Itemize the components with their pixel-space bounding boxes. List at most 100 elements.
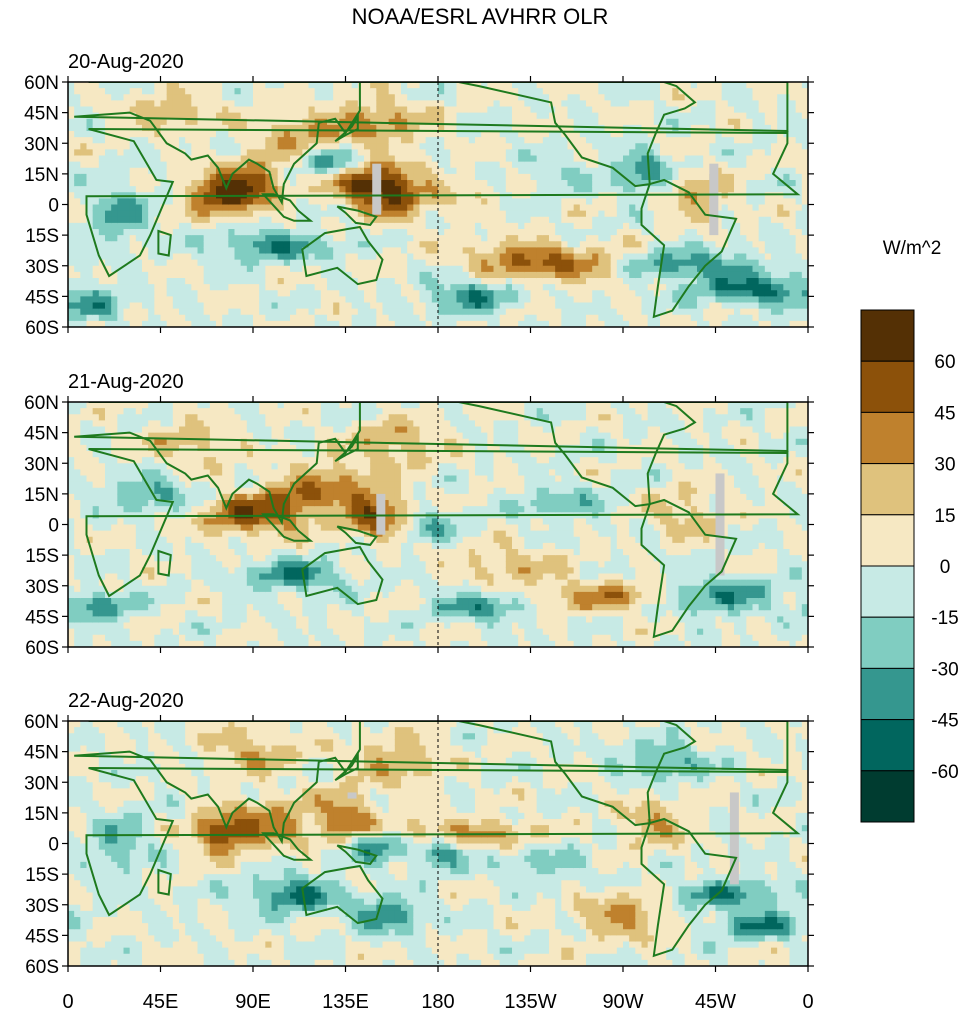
field-cell — [438, 303, 445, 310]
field-cell — [617, 235, 624, 242]
field-cell — [666, 296, 673, 303]
field-cell — [796, 125, 803, 132]
field-cell — [68, 156, 75, 163]
field-cell — [549, 254, 556, 261]
field-cell — [395, 266, 402, 273]
field-cell — [204, 186, 211, 193]
field-cell — [463, 284, 470, 291]
field-cell — [746, 107, 753, 114]
field-cell — [161, 174, 168, 181]
field-cell — [537, 260, 544, 267]
field-cell — [759, 290, 766, 297]
field-cell — [703, 168, 710, 175]
field-cell — [259, 315, 266, 322]
field-cell — [395, 156, 402, 163]
field-cell — [142, 260, 149, 267]
field-cell — [666, 174, 673, 181]
field-cell — [68, 476, 75, 483]
field-cell — [315, 241, 322, 248]
field-cell — [518, 272, 525, 279]
field-cell — [68, 217, 75, 224]
field-cell — [309, 137, 316, 144]
field-cell — [80, 156, 87, 163]
field-cell — [167, 198, 174, 205]
field-cell — [555, 113, 562, 120]
field-cell — [413, 290, 420, 297]
field-cell — [697, 284, 704, 291]
field-cell — [364, 217, 371, 224]
field-cell — [74, 586, 81, 593]
field-cell — [635, 198, 642, 205]
field-cell — [346, 254, 353, 261]
field-cell — [444, 241, 451, 248]
field-cell — [574, 113, 581, 120]
field-cell — [469, 223, 476, 230]
field-cell — [574, 88, 581, 95]
field-cell — [531, 303, 538, 310]
field-cell — [346, 260, 353, 267]
field-cell — [204, 278, 211, 285]
field-cell — [407, 174, 414, 181]
field-cell — [148, 278, 155, 285]
field-cell — [666, 205, 673, 212]
field-cell — [457, 296, 464, 303]
field-cell — [691, 211, 698, 218]
field-cell — [580, 174, 587, 181]
field-cell — [185, 296, 192, 303]
field-cell — [716, 303, 723, 310]
field-cell — [746, 254, 753, 261]
field-cell — [284, 266, 291, 273]
field-cell — [561, 241, 568, 248]
field-cell — [216, 198, 223, 205]
field-cell — [154, 296, 161, 303]
field-cell — [167, 82, 174, 89]
field-cell — [561, 217, 568, 224]
field-cell — [74, 445, 81, 452]
field-cell — [228, 94, 235, 101]
field-cell — [629, 186, 636, 193]
field-cell — [506, 235, 513, 242]
field-cell — [99, 180, 106, 187]
field-cell — [99, 94, 106, 101]
field-cell — [80, 180, 87, 187]
field-cell — [185, 303, 192, 310]
field-cell — [136, 309, 143, 316]
field-cell — [765, 303, 772, 310]
field-cell — [136, 266, 143, 273]
field-cell — [253, 284, 260, 291]
field-cell — [660, 168, 667, 175]
field-cell — [623, 296, 630, 303]
field-cell — [290, 260, 297, 267]
field-cell — [734, 260, 741, 267]
field-cell — [580, 284, 587, 291]
field-cell — [426, 223, 433, 230]
field-cell — [463, 223, 470, 230]
field-cell — [444, 315, 451, 322]
field-cell — [506, 290, 513, 297]
field-cell — [537, 296, 544, 303]
field-cell — [241, 137, 248, 144]
field-cell — [494, 241, 501, 248]
field-cell — [753, 315, 760, 322]
field-cell — [124, 229, 131, 236]
field-cell — [574, 241, 581, 248]
field-cell — [753, 162, 760, 169]
field-cell — [124, 156, 131, 163]
field-cell — [296, 174, 303, 181]
field-cell — [87, 260, 94, 267]
field-cell — [358, 235, 365, 242]
field-cell — [629, 315, 636, 322]
field-cell — [167, 284, 174, 291]
field-cell — [463, 290, 470, 297]
field-cell — [469, 113, 476, 120]
field-cell — [654, 94, 661, 101]
field-cell — [494, 284, 501, 291]
field-cell — [574, 296, 581, 303]
field-cell — [734, 107, 741, 114]
field-cell — [284, 241, 291, 248]
field-cell — [487, 162, 494, 169]
field-cell — [198, 217, 205, 224]
field-cell — [592, 143, 599, 150]
field-cell — [740, 94, 747, 101]
field-cell — [450, 88, 457, 95]
